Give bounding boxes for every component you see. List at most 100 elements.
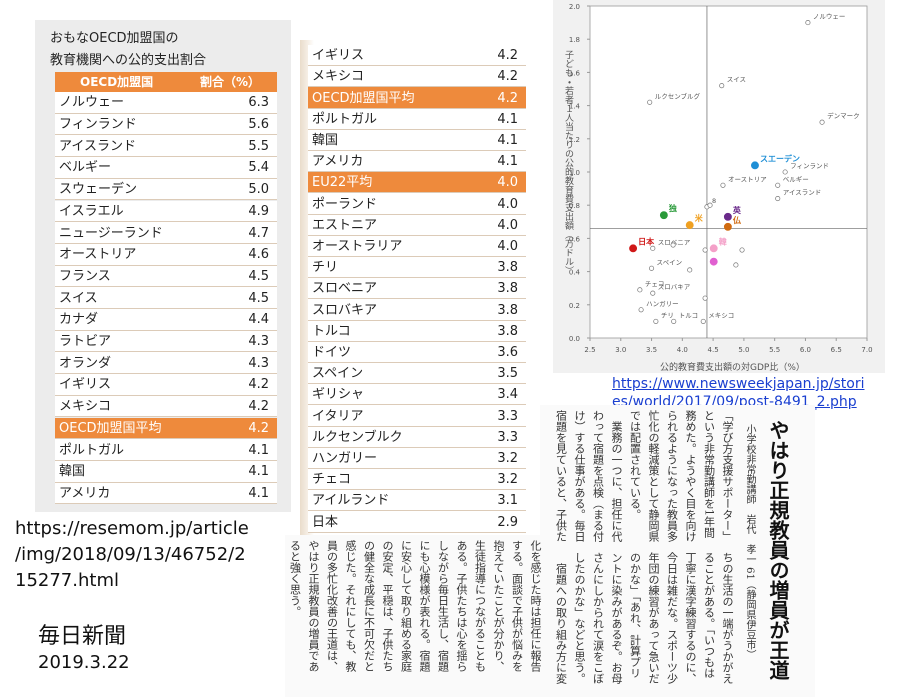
value-cell: 5.4: [248, 160, 269, 176]
scatter-point: [702, 295, 708, 301]
header-cell: OECD加盟国: [80, 75, 154, 89]
article-column: の健全な成長に不可欠だと: [362, 540, 376, 672]
scatter-point: [720, 182, 726, 188]
point-label: ルクセンブルグ: [655, 91, 701, 100]
value-cell: 4.5: [248, 290, 269, 306]
value-cell: 6.3: [248, 95, 269, 111]
country-cell: アイルランド: [312, 493, 390, 509]
table-row: [55, 460, 277, 483]
table-row: [308, 214, 526, 236]
scatter-point: [709, 244, 718, 253]
value-cell: 4.7: [248, 225, 269, 241]
scatter-point: [702, 247, 708, 253]
scatter-point: [671, 318, 677, 324]
article-column: 丁寧に漢字練習するのに、: [684, 552, 697, 684]
country-cell: カナダ: [59, 312, 99, 328]
value-cell: 4.2: [248, 399, 269, 415]
x-axis-title: 公的教育費支出額の対GDP比（%）: [660, 363, 805, 373]
point-label: ベルギー: [783, 175, 809, 183]
table-row: [308, 129, 526, 151]
point-label: 仏: [732, 215, 742, 225]
table-row: [308, 341, 526, 363]
y-tick-label: 0.0: [569, 335, 580, 343]
country-cell: イタリア: [312, 408, 364, 424]
scatter-point: [650, 290, 656, 296]
x-tick-label: 3.0: [615, 346, 626, 354]
article-column: 生徒指導につながることも: [473, 540, 487, 672]
value-cell: 3.8: [497, 281, 518, 297]
value-cell: 4.2: [248, 420, 269, 436]
table-row: [308, 299, 526, 321]
country-cell: ラトビア: [59, 334, 112, 350]
value-cell: 3.4: [497, 387, 518, 403]
x-tick-label: 4.5: [708, 346, 719, 354]
table-row: [308, 235, 526, 257]
country-cell: OECD加盟国平均: [59, 420, 162, 436]
article-column: 業務の一つに、担任に代: [610, 410, 623, 542]
x-tick-label: 4.0: [677, 346, 688, 354]
article-column: ることがある。「いつもは: [702, 552, 716, 679]
value-cell: 4.3: [248, 334, 269, 350]
article-column: する。面談で子供が悩みを: [510, 540, 524, 672]
table-row: [55, 200, 277, 223]
value-cell: 3.8: [497, 323, 518, 339]
value-cell: 4.0: [497, 196, 518, 212]
point-label: オーストリア: [728, 175, 767, 183]
country-cell: オーストラリア: [312, 238, 403, 254]
country-cell: イスラエル: [59, 203, 124, 219]
country-cell: チェコ: [312, 472, 352, 488]
article-column: では配置されている。: [628, 410, 642, 520]
scatter-point: [653, 318, 659, 324]
point-label: 日本: [638, 236, 655, 246]
country-cell: エストニア: [312, 217, 378, 233]
table-row: [55, 243, 277, 266]
country-cell: ポーランド: [312, 196, 378, 212]
value-cell: 4.1: [497, 111, 518, 127]
country-cell: フランス: [59, 268, 111, 284]
point-label: スロベニア: [658, 238, 691, 246]
value-cell: 4.1: [497, 132, 518, 148]
country-cell: 日本: [312, 514, 339, 530]
y-tick-label: 1.4: [569, 103, 581, 111]
table-row: [308, 405, 526, 427]
country-cell: スロベニア: [312, 281, 378, 297]
point-label: トルコ: [679, 311, 698, 319]
scatter-point: [782, 169, 788, 175]
country-cell: フィンランド: [59, 117, 137, 133]
scatter-point: [637, 287, 643, 293]
scatter-point: [775, 182, 781, 188]
table-row: [308, 511, 526, 533]
table-row: [55, 309, 277, 331]
article-column: け）する仕事がある。毎日: [573, 410, 586, 542]
x-tick-label: 7.0: [861, 346, 872, 354]
point-label: スイス: [727, 76, 746, 84]
table-row: [308, 469, 526, 491]
scatter-point: [723, 212, 732, 221]
value-cell: 4.9: [248, 203, 269, 219]
country-cell: スウェーデン: [59, 182, 138, 198]
country-cell: アメリカ: [59, 485, 111, 501]
scatter-point: [685, 221, 694, 230]
header-cell: 割合（%）: [200, 75, 261, 89]
x-tick-label: 3.5: [646, 346, 657, 354]
article-column: したのかな」などと思う。: [573, 552, 586, 684]
scatter-point: [659, 211, 668, 220]
table-row: [55, 374, 277, 396]
article-column: 感じた。それにしても、教: [344, 540, 357, 672]
plot-frame: [589, 5, 868, 339]
country-cell: 韓国: [59, 464, 86, 480]
table-row: [308, 87, 526, 109]
country-cell: オーストリア: [59, 247, 137, 263]
point-label: フィンランド: [790, 162, 829, 170]
table-row: [308, 384, 526, 406]
table-row: [55, 92, 277, 114]
article-column: 化を感じた時は担任に報告: [529, 540, 542, 672]
article-column: ある。子供たちは心を揺ら: [455, 540, 468, 672]
url-line: https://resemom.jp/article: [15, 518, 249, 539]
article-column: 今日は雑だな。スポーツ少: [665, 552, 679, 684]
country-cell: ポルトガル: [312, 111, 378, 127]
article-column: 「学び方支援サポーター」: [721, 410, 734, 542]
value-cell: 5.5: [248, 138, 269, 154]
table-row: [308, 172, 526, 194]
value-cell: 3.8: [497, 260, 518, 276]
